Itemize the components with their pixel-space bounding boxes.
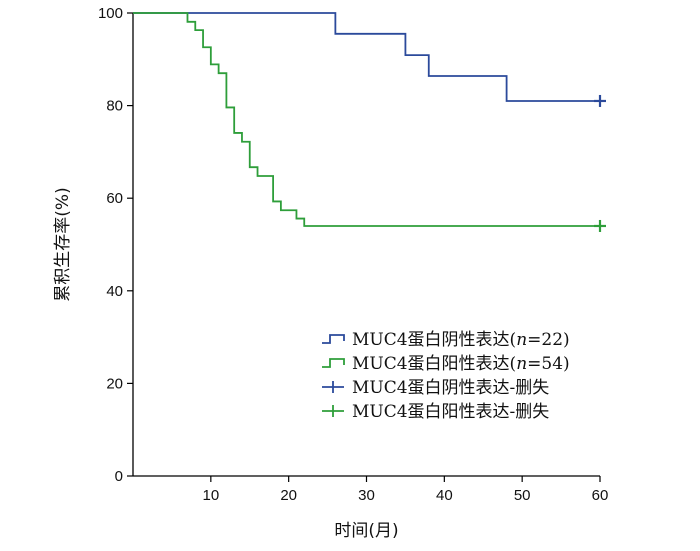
axes: 0 20 40 60 80 100 10 20 30 40 50 60	[98, 5, 608, 504]
x-tick-label: 50	[514, 487, 531, 504]
y-tick-label: 60	[106, 190, 123, 207]
x-tick-label: 60	[592, 487, 609, 504]
y-tick-label: 0	[115, 468, 123, 485]
x-tick-label: 30	[358, 487, 375, 504]
legend-item-4: MUC4蛋白阳性表达-删失	[322, 402, 549, 422]
y-tick-label: 100	[98, 5, 123, 22]
series-line-1	[133, 12, 600, 102]
legend-label: MUC4蛋白阴性表达-删失	[352, 378, 549, 398]
legend-item-1: MUC4蛋白阴性表达(n=22)	[322, 330, 570, 350]
series-layer	[133, 12, 606, 232]
legend: MUC4蛋白阴性表达(n=22) MUC4蛋白阳性表达(n=54) MUC4蛋白阴性…	[322, 330, 570, 422]
series-line-2	[133, 12, 600, 227]
legend-step-icon	[322, 358, 345, 368]
legend-item-3: MUC4蛋白阴性表达-删失	[322, 378, 549, 398]
y-axis-title: 累积生存率(%)	[53, 187, 73, 301]
legend-label: MUC4蛋白阴性表达(n=22)	[352, 330, 570, 350]
legend-label: MUC4蛋白阳性表达-删失	[352, 402, 549, 422]
y-tick-label: 40	[106, 283, 123, 300]
x-axis-title: 时间(月)	[334, 521, 398, 541]
legend-item-2: MUC4蛋白阳性表达(n=54)	[322, 354, 570, 374]
censor-mark-2	[594, 219, 606, 232]
censor-mark-1	[594, 94, 606, 107]
x-tick-label: 20	[280, 487, 297, 504]
x-tick-label: 40	[436, 487, 453, 504]
legend-step-icon	[322, 334, 345, 344]
legend-label: MUC4蛋白阳性表达(n=54)	[352, 354, 570, 374]
y-tick-label: 80	[106, 98, 123, 115]
y-tick-label: 20	[106, 375, 123, 392]
x-tick-label: 10	[202, 487, 219, 504]
